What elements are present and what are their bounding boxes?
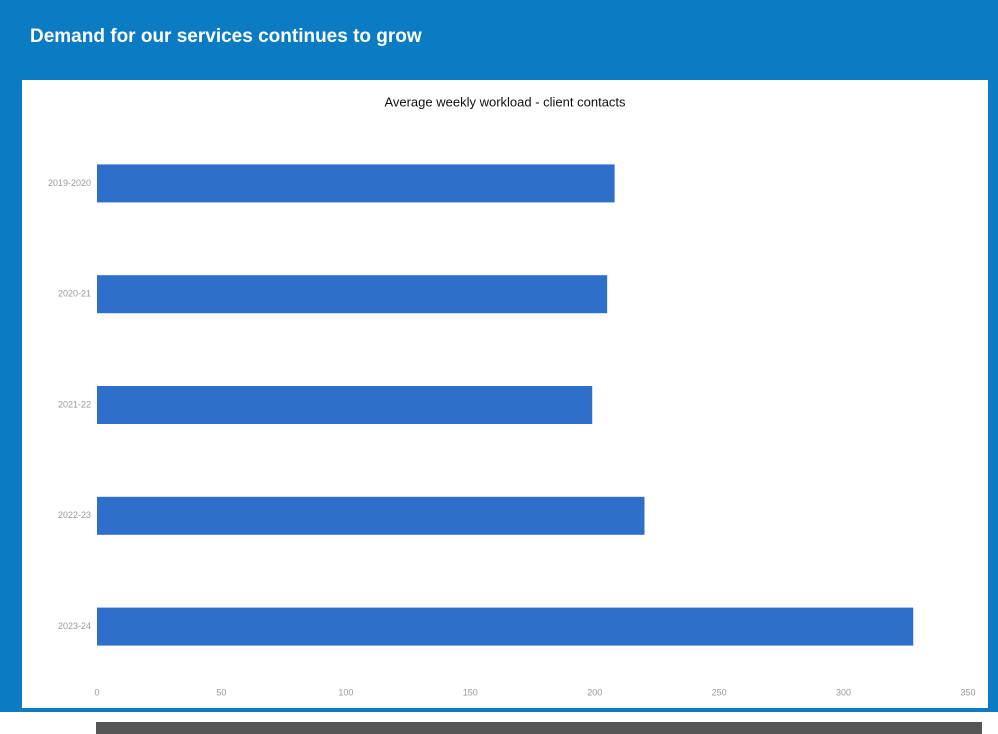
y-tick-label: 2023-24 bbox=[58, 621, 91, 631]
x-tick-label: 150 bbox=[463, 687, 478, 697]
x-tick-label: 200 bbox=[587, 687, 602, 697]
y-tick-label: 2021-22 bbox=[58, 399, 91, 409]
y-tick-label: 2019-2020 bbox=[48, 178, 91, 188]
x-tick-label: 100 bbox=[338, 687, 353, 697]
x-tick-label: 350 bbox=[960, 687, 975, 697]
bar bbox=[97, 164, 615, 203]
bar bbox=[97, 607, 914, 646]
x-tick-label: 300 bbox=[836, 687, 851, 697]
bar bbox=[97, 496, 645, 535]
bar bbox=[97, 386, 593, 424]
bottom-strip bbox=[96, 722, 982, 734]
x-tick-label: 0 bbox=[94, 687, 99, 697]
bar bbox=[97, 275, 608, 314]
x-tick-label: 250 bbox=[712, 687, 727, 697]
chart-title: Average weekly workload - client contact… bbox=[384, 94, 626, 109]
page-title: Demand for our services continues to gro… bbox=[30, 26, 422, 47]
y-tick-label: 2020-21 bbox=[58, 289, 91, 299]
x-tick-label: 50 bbox=[216, 687, 226, 697]
y-tick-label: 2022-23 bbox=[58, 510, 91, 520]
chart: Average weekly workload - client contact… bbox=[22, 80, 988, 708]
